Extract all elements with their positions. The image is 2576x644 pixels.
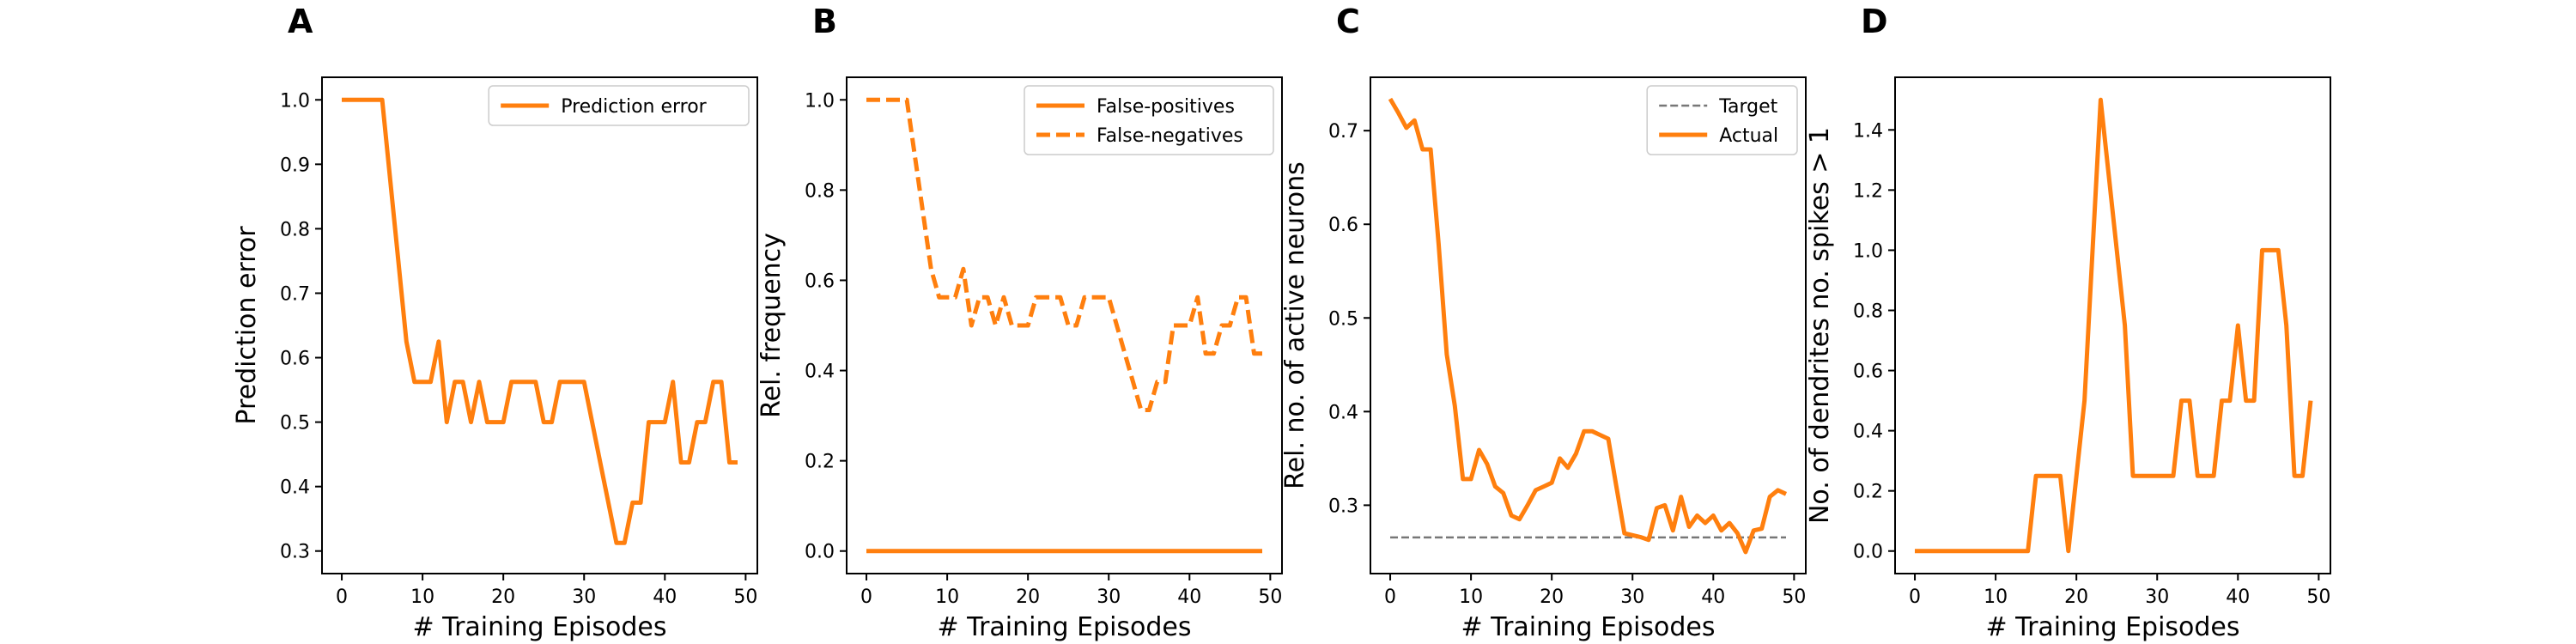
x-axis-label: # Training Episodes [1461,612,1715,642]
x-tick-label: 30 [572,586,596,608]
y-tick-label: 0.3 [1328,495,1358,517]
y-axis-label: Rel. frequency [756,233,787,418]
axes-frame [321,76,758,574]
y-axis-label: Rel. no. of active neurons [1280,161,1310,489]
x-tick-label: 20 [1540,586,1564,608]
y-tick-label: 0.2 [1853,482,1883,503]
x-tick-label: 10 [410,586,434,608]
y-tick-label: 0.4 [1853,422,1883,443]
y-tick-label: 0.0 [1853,542,1883,563]
y-tick-label: 1.2 [1853,180,1883,202]
x-tick-label: 10 [935,586,959,608]
x-axis-label: # Training Episodes [412,612,666,642]
panel-d: D 0 10 20 30 40 50 0.0 0.2 0.4 0.6 0.8 1.0 1.2 1.4 # Tr… [1805,3,2331,642]
x-tick-label: 50 [2306,586,2330,608]
legend-box [488,85,750,126]
y-tick-label: 0.3 [280,542,310,563]
legend-label: False-positives [1097,96,1235,118]
y-tick-label: 0.6 [280,349,310,370]
legend: Target Actual [1646,85,1798,155]
x-axis-label: # Training Episodes [1985,612,2239,642]
y-tick-label: 0.7 [280,283,310,305]
y-tick-label: 0.8 [805,180,835,202]
x-tick-label: 50 [1782,586,1806,608]
y-tick-label: 0.4 [805,361,835,383]
axes-frame [1894,76,2331,574]
y-tick-label: 0.6 [805,270,835,292]
y-tick-label: 0.6 [1853,361,1883,383]
x-tick-label: 0 [1909,586,1921,608]
x-tick-label: 30 [1097,586,1121,608]
y-tick-label: 1.0 [1853,240,1883,262]
y-tick-label: 0.7 [1328,121,1358,143]
x-tick-label: 0 [336,586,348,608]
x-tick-label: 40 [653,586,677,608]
x-tick-label: 40 [2226,586,2250,608]
y-tick-label: 0.9 [280,155,310,176]
x-tick-label: 20 [1016,586,1040,608]
legend-box [1646,85,1798,155]
y-tick-label: 1.0 [805,90,835,112]
panel-letter: B [812,3,837,40]
x-tick-label: 20 [491,586,515,608]
x-tick-label: 50 [1258,586,1282,608]
series-line-data [1915,97,2313,554]
panel-c: C 0 10 20 30 40 50 0.3 0.4 0.5 0.6 0.7 # Training Ep… [1280,3,1807,642]
x-tick-label: 30 [1620,586,1644,608]
legend-label: Target [1718,96,1777,118]
x-tick-label: 10 [1984,586,2008,608]
x-tick-label: 40 [1177,586,1201,608]
panel-letter: C [1336,3,1360,40]
y-tick-label: 0.4 [280,477,310,499]
x-axis-label: # Training Episodes [937,612,1191,642]
x-tick-label: 0 [860,586,872,608]
y-axis-label: Prediction error [232,226,262,425]
x-tick-label: 40 [1701,586,1725,608]
x-tick-label: 10 [1459,586,1483,608]
y-tick-label: 1.4 [1853,120,1883,142]
x-tick-label: 30 [2145,586,2169,608]
x-tick-label: 20 [2064,586,2088,608]
y-tick-label: 0.5 [280,413,310,434]
series-line-false-negatives [866,97,1262,412]
x-tick-label: 0 [1384,586,1396,608]
y-tick-label: 0.5 [1328,308,1358,330]
y-tick-label: 0.4 [1328,402,1358,423]
series-line-prediction-error [342,97,738,545]
panel-b: B 0 10 20 30 40 50 0.0 0.2 0.4 0.6 0.8 1.0 # Training… [756,3,1283,642]
legend-label: Actual [1719,125,1778,147]
y-tick-label: 0.0 [805,542,835,563]
legend-box [1024,85,1274,155]
panel-a: A 0 10 20 30 40 50 0.3 0.4 0.5 0.6 0.7 0.8 0.9 1.0 # Tr… [232,3,758,642]
legend-label: False-negatives [1097,125,1243,147]
legend: Prediction error [488,85,750,126]
legend-label: Prediction error [561,96,707,118]
panel-letter: A [288,3,313,40]
x-tick-label: 50 [733,586,757,608]
series-line-actual [1388,97,1788,555]
legend: False-positives False-negatives [1024,85,1274,155]
y-tick-label: 1.0 [280,90,310,112]
y-tick-label: 0.6 [1328,215,1358,236]
y-tick-label: 0.2 [805,452,835,473]
y-axis-label: No. of dendrites no. spikes > 1 [1805,127,1835,524]
y-tick-label: 0.8 [1853,301,1883,322]
y-tick-label: 0.8 [280,219,310,240]
panel-letter: D [1861,3,1888,40]
axes-frame [846,76,1283,574]
axes-frame [1370,76,1807,574]
